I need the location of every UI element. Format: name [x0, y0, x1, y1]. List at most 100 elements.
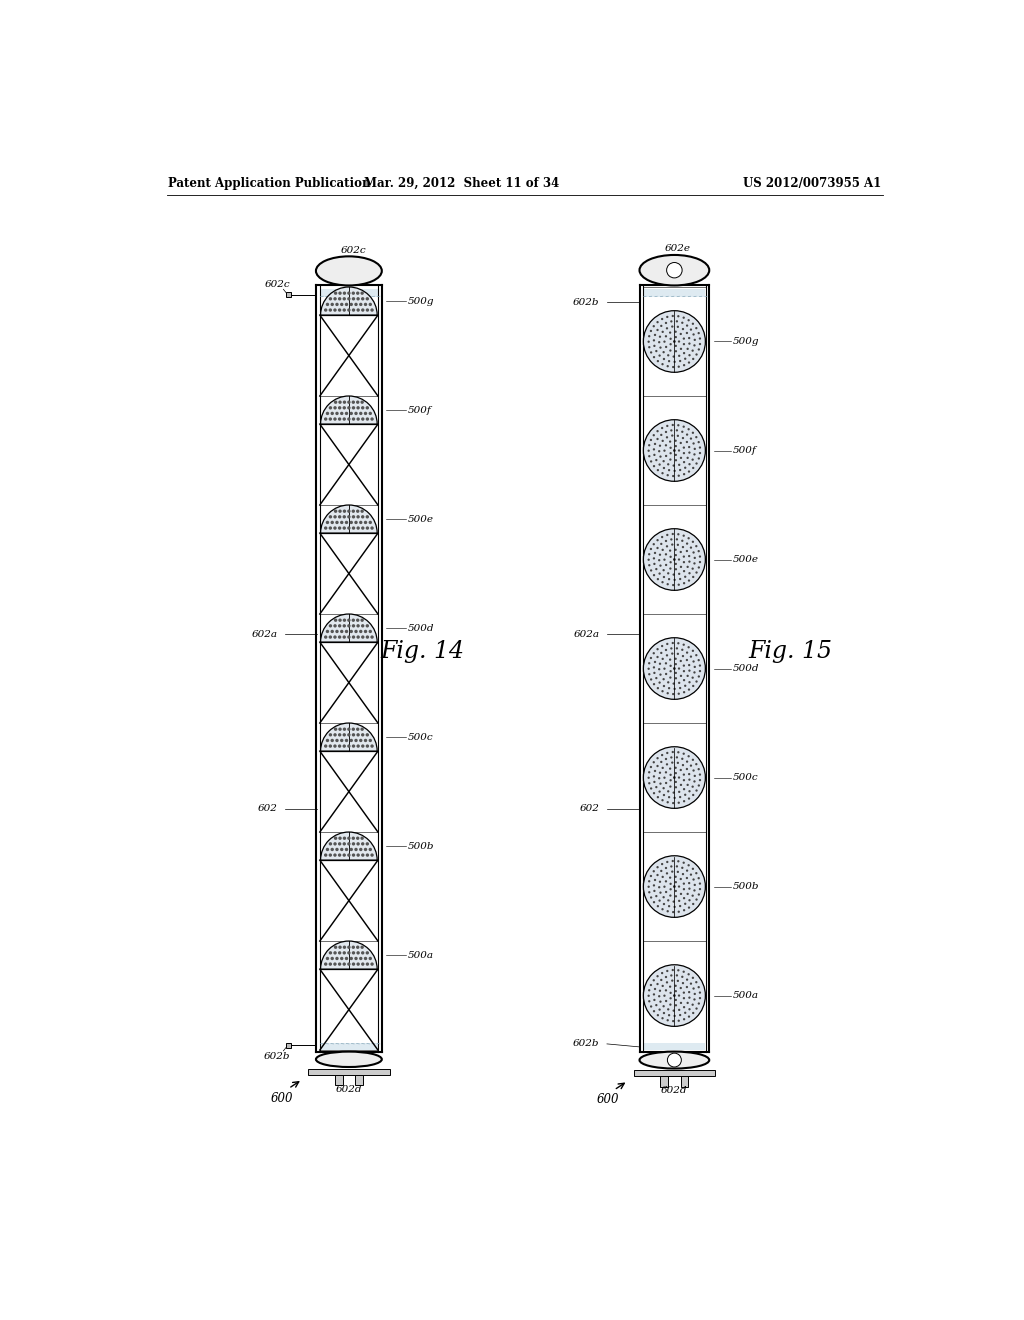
Circle shape	[667, 752, 669, 754]
Circle shape	[356, 635, 359, 639]
Circle shape	[683, 582, 685, 585]
Circle shape	[653, 999, 655, 1001]
Circle shape	[682, 655, 684, 657]
Circle shape	[352, 624, 355, 627]
Circle shape	[653, 345, 655, 347]
Circle shape	[675, 1005, 677, 1006]
Circle shape	[335, 630, 339, 634]
Circle shape	[682, 873, 684, 875]
Circle shape	[338, 624, 341, 627]
Bar	[643, 289, 706, 297]
Circle shape	[356, 624, 359, 627]
Circle shape	[366, 417, 369, 421]
Circle shape	[663, 793, 666, 796]
Text: 602: 602	[580, 804, 599, 813]
Circle shape	[354, 739, 357, 742]
Circle shape	[326, 847, 329, 851]
Circle shape	[673, 667, 676, 671]
Circle shape	[660, 652, 663, 655]
Circle shape	[683, 888, 685, 891]
Text: 602d: 602d	[336, 1085, 362, 1094]
Circle shape	[345, 302, 348, 306]
Circle shape	[366, 527, 369, 529]
Circle shape	[686, 550, 688, 552]
Circle shape	[650, 461, 652, 462]
Circle shape	[692, 576, 694, 578]
Circle shape	[688, 669, 690, 672]
Circle shape	[686, 566, 689, 568]
Circle shape	[653, 454, 655, 455]
Circle shape	[688, 882, 690, 884]
Circle shape	[351, 945, 355, 949]
Circle shape	[672, 475, 675, 478]
Circle shape	[356, 527, 359, 529]
Circle shape	[653, 1010, 655, 1012]
Circle shape	[653, 356, 655, 358]
Circle shape	[343, 842, 346, 846]
Circle shape	[347, 744, 350, 747]
Circle shape	[650, 896, 652, 899]
Circle shape	[673, 900, 675, 903]
Circle shape	[656, 539, 658, 541]
Circle shape	[338, 407, 341, 409]
Wedge shape	[321, 506, 377, 533]
Circle shape	[662, 1018, 664, 1019]
Circle shape	[349, 412, 353, 414]
Circle shape	[650, 569, 652, 572]
Circle shape	[658, 445, 662, 447]
Circle shape	[698, 343, 701, 346]
Circle shape	[361, 417, 365, 421]
Circle shape	[343, 952, 346, 954]
Circle shape	[662, 549, 664, 550]
Circle shape	[654, 442, 656, 445]
Circle shape	[656, 546, 658, 549]
Circle shape	[697, 784, 700, 787]
Circle shape	[692, 334, 694, 335]
Circle shape	[673, 465, 675, 467]
Circle shape	[688, 446, 690, 449]
Circle shape	[656, 975, 658, 977]
Circle shape	[652, 434, 655, 437]
Circle shape	[324, 854, 328, 857]
Circle shape	[334, 733, 337, 737]
Circle shape	[329, 635, 332, 639]
Circle shape	[682, 437, 684, 440]
Circle shape	[681, 322, 683, 323]
Circle shape	[683, 338, 685, 339]
Circle shape	[352, 733, 355, 737]
Circle shape	[688, 797, 690, 800]
Circle shape	[671, 652, 674, 655]
Circle shape	[643, 965, 706, 1027]
Circle shape	[340, 521, 343, 524]
Circle shape	[361, 733, 365, 737]
Circle shape	[648, 891, 650, 894]
Circle shape	[692, 903, 694, 906]
Circle shape	[670, 446, 672, 449]
Circle shape	[677, 315, 680, 317]
Circle shape	[349, 521, 353, 524]
Circle shape	[678, 776, 680, 779]
Circle shape	[662, 908, 664, 911]
Circle shape	[688, 463, 690, 466]
Circle shape	[665, 758, 668, 760]
Circle shape	[643, 855, 706, 917]
Circle shape	[691, 895, 694, 896]
Circle shape	[683, 774, 685, 776]
Circle shape	[334, 945, 337, 949]
Circle shape	[683, 678, 685, 681]
Circle shape	[664, 668, 666, 669]
Circle shape	[669, 549, 672, 552]
Circle shape	[658, 560, 660, 561]
Circle shape	[681, 867, 683, 869]
Text: 500g: 500g	[732, 337, 759, 346]
Circle shape	[338, 527, 341, 529]
Circle shape	[677, 544, 679, 546]
Circle shape	[690, 437, 692, 440]
Circle shape	[687, 537, 690, 540]
Circle shape	[335, 302, 339, 306]
Circle shape	[338, 733, 341, 737]
Circle shape	[334, 400, 337, 404]
Circle shape	[683, 343, 685, 346]
Circle shape	[652, 652, 655, 655]
Circle shape	[683, 570, 685, 573]
